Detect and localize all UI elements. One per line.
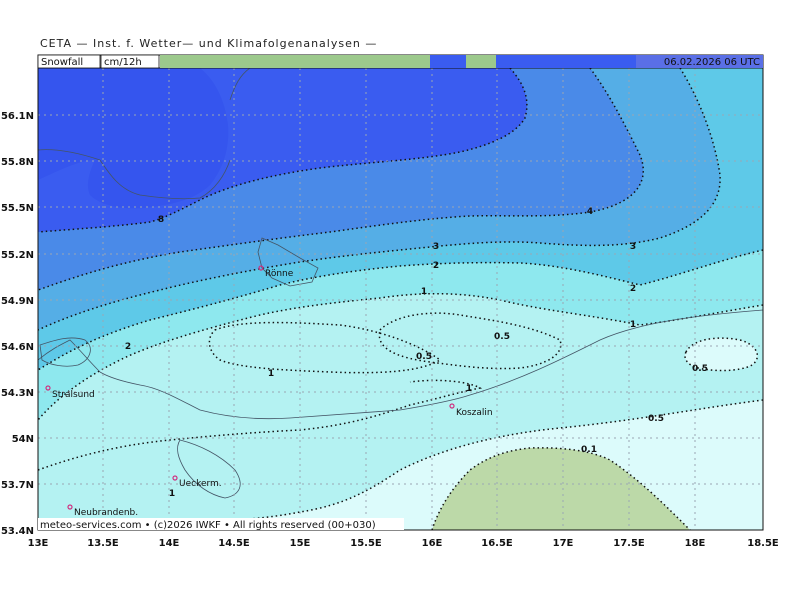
contour-label: 2 (125, 342, 131, 352)
coastline-layer (38, 68, 763, 499)
lon-tick-label: 14E (159, 538, 180, 549)
contour-label: 4 (587, 207, 593, 217)
legend-swatch-blue (496, 55, 636, 68)
fill-island-0-5-east (685, 338, 758, 371)
lat-tick-label: 56.1N (1, 111, 34, 122)
city-label-ronne: Rönne (265, 269, 294, 279)
contour-lines (38, 68, 763, 530)
contour-line-3 (38, 68, 721, 331)
lat-tick-label: 55.2N (1, 250, 34, 261)
lat-tick-label: 54.3N (1, 388, 34, 399)
contour-label: 2 (630, 284, 636, 294)
city-label-koszalin: Koszalin (456, 408, 493, 418)
footer-credit: meteo-services.com • (c)2026 IWKF • All … (40, 520, 376, 531)
coastline-lagoon (177, 439, 241, 499)
contour-label: 0.5 (692, 364, 708, 374)
contour-line-4 (38, 68, 645, 291)
coastline-sweden (38, 68, 251, 200)
city-markers: Rönne Stralsund Koszalin Ueckerm. Neubra… (45, 265, 493, 518)
contour-line-0-5-island (378, 312, 562, 370)
lon-tick-label: 17.5E (613, 538, 645, 549)
city-label-neubrandenburg: Neubrandenb. (74, 508, 138, 518)
city-marker-stralsund (45, 385, 51, 391)
contour-line-1 (38, 293, 763, 421)
footer-box (38, 518, 404, 530)
contour-label: 1 (466, 384, 472, 394)
lon-tick-label: 15E (290, 538, 311, 549)
legend-swatch-time (636, 55, 763, 68)
contour-line-0-5-east (684, 337, 759, 372)
contour-label: 8 (158, 215, 164, 225)
fill-level-8-core (38, 68, 229, 209)
lon-tick-label: 15.5E (350, 538, 382, 549)
contour-line-0-1 (431, 447, 691, 530)
land-no-snow (432, 447, 690, 530)
legend-swatch-8 (430, 55, 466, 68)
coastline-rugen (39, 337, 91, 367)
contour-label: 0.5 (648, 414, 664, 424)
contour-label: 0.5 (416, 352, 432, 362)
lon-tick-label: 18.5E (747, 538, 779, 549)
lon-axis: 13E 13.5E 14E 14.5E 15E 15.5E 16E 16.5E … (28, 538, 779, 549)
contour-label: 0.1 (581, 445, 597, 455)
lon-tick-label: 18E (685, 538, 706, 549)
city-marker-ueckermuende (172, 475, 178, 481)
city-marker-ronne (258, 265, 264, 271)
lat-tick-label: 54N (12, 434, 34, 445)
unit-label: cm/12h (104, 57, 142, 68)
city-marker-koszalin (449, 403, 455, 409)
lat-axis: 56.1N 55.8N 55.5N 55.2N 54.9N 54.6N 54.3… (1, 111, 34, 537)
grid-layer (38, 68, 763, 530)
lat-tick-label: 55.5N (1, 203, 34, 214)
map-title: CETA — Inst. f. Wetter— und Klimafolgena… (40, 37, 378, 50)
snowfall-fill-layer (38, 68, 763, 530)
legend-bar: Snowfall cm/12h 06.02.2026 06 UTC (37, 54, 764, 69)
lon-tick-label: 16E (422, 538, 443, 549)
legend-swatch-green2 (466, 55, 496, 68)
contour-label: 3 (630, 242, 636, 252)
contour-label: 1 (630, 320, 636, 330)
contour-line-2 (38, 249, 763, 371)
city-label-stralsund: Stralsund (52, 390, 95, 400)
lat-tick-label: 54.9N (1, 296, 34, 307)
lat-tick-label: 53.7N (1, 480, 34, 491)
contour-label: 1 (268, 369, 274, 379)
lat-tick-label: 55.8N (1, 157, 34, 168)
coastline-bornholm (257, 237, 319, 287)
lat-tick-label: 54.6N (1, 342, 34, 353)
lon-tick-label: 14.5E (218, 538, 250, 549)
city-label-ueckermuende: Ueckerm. (179, 479, 222, 489)
city-marker-neubrandenburg (67, 504, 73, 510)
lon-tick-label: 13E (28, 538, 49, 549)
lat-tick-label: 53.4N (1, 526, 34, 537)
contour-line-1-lower (38, 379, 483, 471)
legend-swatch-land (160, 55, 430, 68)
contour-line-0-5-inner (208, 321, 442, 374)
coastline-poland-germany (38, 309, 763, 420)
lon-tick-label: 13.5E (87, 538, 119, 549)
contour-label: 0.5 (494, 332, 510, 342)
contour-label: 3 (433, 242, 439, 252)
lon-tick-label: 16.5E (481, 538, 513, 549)
product-label: Snowfall (41, 57, 83, 68)
contour-label: 1 (421, 287, 427, 297)
lon-tick-label: 17E (553, 538, 574, 549)
contour-value-labels: 8 4 3 3 3 2 2 2 1 1 1 1 1 1 0.5 0.5 0.5 … (125, 207, 708, 499)
contour-label: 2 (433, 261, 439, 271)
contour-label: 1 (169, 489, 175, 499)
valid-time: 06.02.2026 06 UTC (664, 57, 760, 68)
contour-line-8 (38, 68, 528, 233)
